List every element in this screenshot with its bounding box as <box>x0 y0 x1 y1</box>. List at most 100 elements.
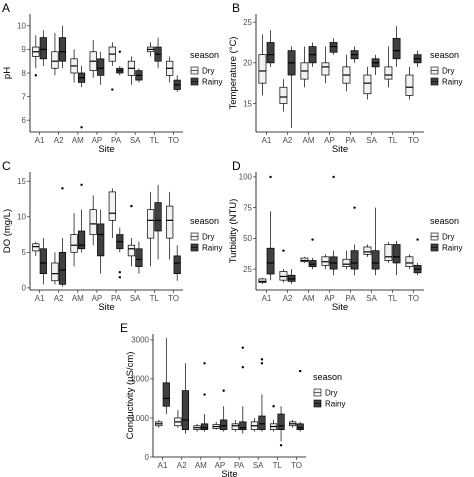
boxplot-dry-sa <box>250 417 259 432</box>
x-tick-label: A1 <box>35 294 45 303</box>
y-tick-label: 1000 <box>131 414 149 423</box>
boxplot-rainy-to <box>173 75 181 92</box>
boxplot-dry-a2 <box>51 32 59 76</box>
x-tick-label: AP <box>92 136 103 145</box>
box-iqr <box>296 423 304 431</box>
y-tick-label: 8 <box>22 69 27 78</box>
y-tick-label: 20 <box>243 59 252 68</box>
box-iqr <box>258 278 267 283</box>
x-tick-label: AM <box>72 136 84 145</box>
boxplot-rainy-a1 <box>266 30 275 67</box>
outlier-point <box>416 238 419 241</box>
outlier-point <box>34 74 38 77</box>
outlier-point <box>353 206 356 209</box>
boxplot-rainy-sa <box>371 207 380 276</box>
boxplot-rainy-pa <box>116 50 124 76</box>
box-iqr <box>329 42 338 53</box>
box-iqr <box>392 244 401 264</box>
boxplot-dry-a2 <box>279 79 288 112</box>
boxplot-rainy-a1 <box>162 337 170 415</box>
x-tick-label: SA <box>130 294 141 303</box>
x-tick-label: A2 <box>283 136 293 145</box>
boxplot-dry-ap <box>321 46 330 84</box>
x-tick-label: A2 <box>177 461 187 470</box>
boxplot-dry-tl <box>146 191 155 267</box>
box-iqr <box>321 256 330 266</box>
legend-title: season <box>313 372 342 382</box>
y-axis-title: Turbidity (NTU) <box>228 199 239 264</box>
x-tick-label: AM <box>303 136 315 145</box>
boxplot-dry-to <box>405 66 414 100</box>
x-tick-label: SA <box>366 136 377 145</box>
boxplot-rainy-tl <box>154 37 162 69</box>
x-tick-label: TL <box>273 461 283 470</box>
boxplot-rainy-a1 <box>39 238 47 285</box>
outlier-point <box>203 393 206 396</box>
x-tick-label: SA <box>366 294 377 303</box>
panel-letter: D <box>232 159 241 173</box>
boxplot-rainy-sa <box>135 68 143 83</box>
boxplot-rainy-am <box>308 42 317 67</box>
boxplot-dry-pa <box>231 419 239 432</box>
x-tick-label: A2 <box>283 294 293 303</box>
box-iqr <box>279 271 288 281</box>
box-iqr <box>32 243 40 252</box>
boxplot-rainy-a2 <box>181 363 190 434</box>
outlier-point <box>241 346 245 349</box>
y-tick-label: 6 <box>22 116 27 125</box>
boxplot-rainy-tl <box>392 26 401 67</box>
legend: season Dry Rainy <box>190 50 222 87</box>
y-tick-label: 0 <box>22 284 27 293</box>
box-iqr <box>258 54 267 84</box>
boxplot-rainy-ap <box>97 51 105 85</box>
x-tick-label: PA <box>345 136 356 145</box>
x-tick-label: TO <box>168 294 179 303</box>
box-iqr <box>89 209 97 235</box>
panel-letter: B <box>232 1 240 15</box>
y-tick-label: 2000 <box>131 375 149 384</box>
boxplot-dry-sa <box>363 66 372 100</box>
legend-label-rainy: Rainy <box>325 400 345 409</box>
boxplot-rainy-pa <box>116 227 124 279</box>
y-tick-label: 0 <box>145 453 150 462</box>
outlier-point <box>298 369 302 373</box>
outlier-point <box>80 183 83 186</box>
boxplot-dry-a1 <box>32 241 40 256</box>
box-iqr <box>363 246 372 255</box>
boxplot-dry-sa <box>127 204 136 267</box>
y-axis-title: Temperature (°C) <box>228 37 239 110</box>
box-iqr <box>173 255 181 275</box>
legend: season Dry Rainy <box>430 216 462 253</box>
x-tick-label: AP <box>324 136 335 145</box>
outlier-point <box>282 249 285 252</box>
box-iqr <box>39 248 47 275</box>
boxplot-dry-a1 <box>32 35 40 77</box>
chart-panel-d: D 25 50 75 100 A1 A2 AM AP PA SA TL TO Site Turbidity … <box>228 159 462 313</box>
x-tick-label: AM <box>303 294 315 303</box>
y-tick-label: 100 <box>239 173 253 182</box>
y-axis-title: pH <box>2 67 13 79</box>
boxplot-rainy-ap <box>97 209 105 274</box>
x-tick-label: SA <box>130 136 141 145</box>
boxplot-dry-pa <box>342 54 351 92</box>
x-axis-title: Site <box>332 302 348 313</box>
box-iqr <box>405 74 414 96</box>
chart-panel-e: E 0 1000 2000 3000 A1 A2 AM AP PA SA TL TO Site Conduc… <box>120 321 345 477</box>
box-iqr <box>135 248 143 267</box>
boxplot-dry-am <box>300 46 309 88</box>
boxplot-dry-pa <box>342 250 351 270</box>
y-tick-label: 10 <box>17 22 26 31</box>
x-tick-label: A1 <box>35 136 45 145</box>
legend-title: season <box>430 216 459 226</box>
box-iqr <box>405 256 414 267</box>
x-tick-label: TL <box>388 294 398 303</box>
box-iqr <box>70 234 78 253</box>
boxplot-rainy-a2 <box>287 269 296 284</box>
boxplot-rainy-pa <box>350 206 359 276</box>
box-iqr <box>58 251 67 285</box>
box-iqr <box>231 423 239 431</box>
outlier-point <box>203 362 206 365</box>
outlier-point <box>269 175 272 179</box>
outlier-point <box>272 405 275 408</box>
